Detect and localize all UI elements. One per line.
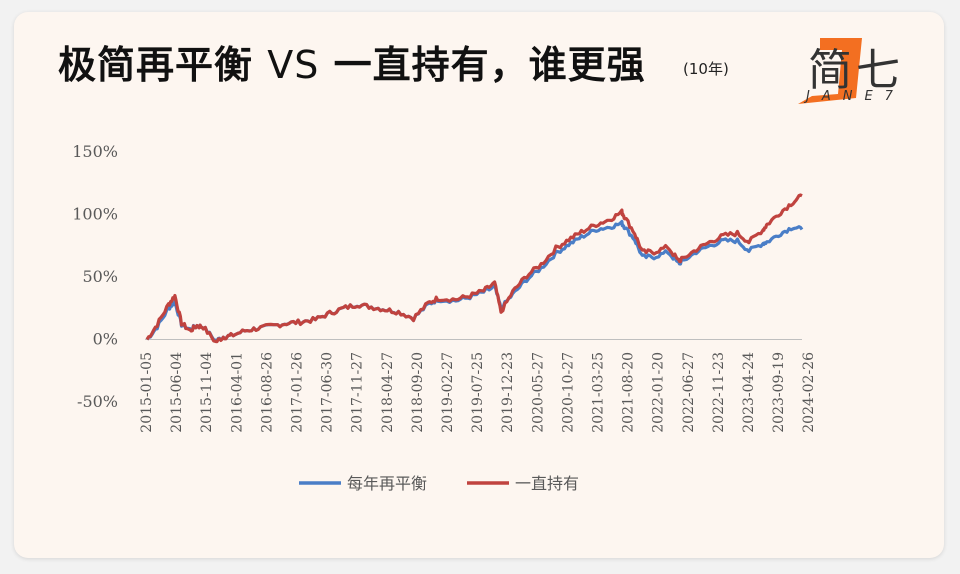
subtitle: (10年) bbox=[683, 60, 729, 78]
x-tick-label: 2017-06-30 bbox=[320, 352, 336, 433]
x-tick-label: 2015-01-05 bbox=[139, 352, 155, 433]
logo-icon bbox=[798, 38, 862, 104]
title-part2: 一直持有，谁更强 bbox=[333, 43, 646, 87]
x-tick-label: 2021-08-20 bbox=[621, 352, 637, 433]
x-tick-label: 2021-03-25 bbox=[591, 352, 607, 433]
legend-label-hold: 一直持有 bbox=[515, 474, 579, 493]
x-tick-label: 2022-01-20 bbox=[651, 352, 667, 433]
x-tick-label: 2018-04-27 bbox=[380, 352, 396, 433]
y-tick-label: 50% bbox=[82, 267, 118, 286]
x-tick-label: 2023-09-19 bbox=[771, 352, 787, 433]
x-tick-label: 2017-01-26 bbox=[290, 352, 306, 433]
x-tick-label: 2019-02-27 bbox=[440, 352, 456, 433]
x-tick-label: 2020-05-27 bbox=[530, 352, 546, 433]
title-vs: VS bbox=[267, 43, 320, 87]
series-line-rebalance bbox=[145, 219, 804, 343]
x-tick-label: 2020-10-27 bbox=[560, 352, 576, 433]
logo-text: 简七 bbox=[808, 45, 904, 96]
title-part1: 极简再平衡 bbox=[58, 43, 254, 87]
x-tick-label: 2015-06-04 bbox=[169, 352, 185, 433]
logo-subtext: JANE7 bbox=[806, 89, 905, 104]
legend-label-rebalance: 每年再平衡 bbox=[347, 474, 427, 493]
x-tick-label: 2016-04-01 bbox=[229, 352, 245, 433]
x-tick-label: 2022-06-27 bbox=[681, 352, 697, 433]
series-line-hold bbox=[145, 193, 803, 344]
y-tick-label: 150% bbox=[72, 142, 118, 161]
page-title: 极简再平衡 VS 一直持有，谁更强 bbox=[58, 34, 646, 89]
card bbox=[14, 12, 944, 558]
y-tick-label: -50% bbox=[77, 392, 118, 411]
x-tick-label: 2024-02-26 bbox=[801, 352, 817, 433]
x-tick-label: 2015-11-04 bbox=[199, 352, 215, 433]
x-tick-label: 2022-11-23 bbox=[711, 352, 727, 433]
x-tick-label: 2017-11-27 bbox=[350, 352, 366, 433]
x-tick-label: 2023-04-24 bbox=[741, 352, 757, 433]
y-tick-label: 100% bbox=[72, 205, 118, 224]
x-tick-label: 2019-12-23 bbox=[500, 352, 516, 433]
x-tick-label: 2019-07-25 bbox=[470, 352, 486, 433]
x-tick-label: 2018-09-20 bbox=[410, 352, 426, 433]
y-tick-label: 0% bbox=[93, 330, 118, 349]
x-tick-label: 2016-08-26 bbox=[259, 352, 275, 433]
